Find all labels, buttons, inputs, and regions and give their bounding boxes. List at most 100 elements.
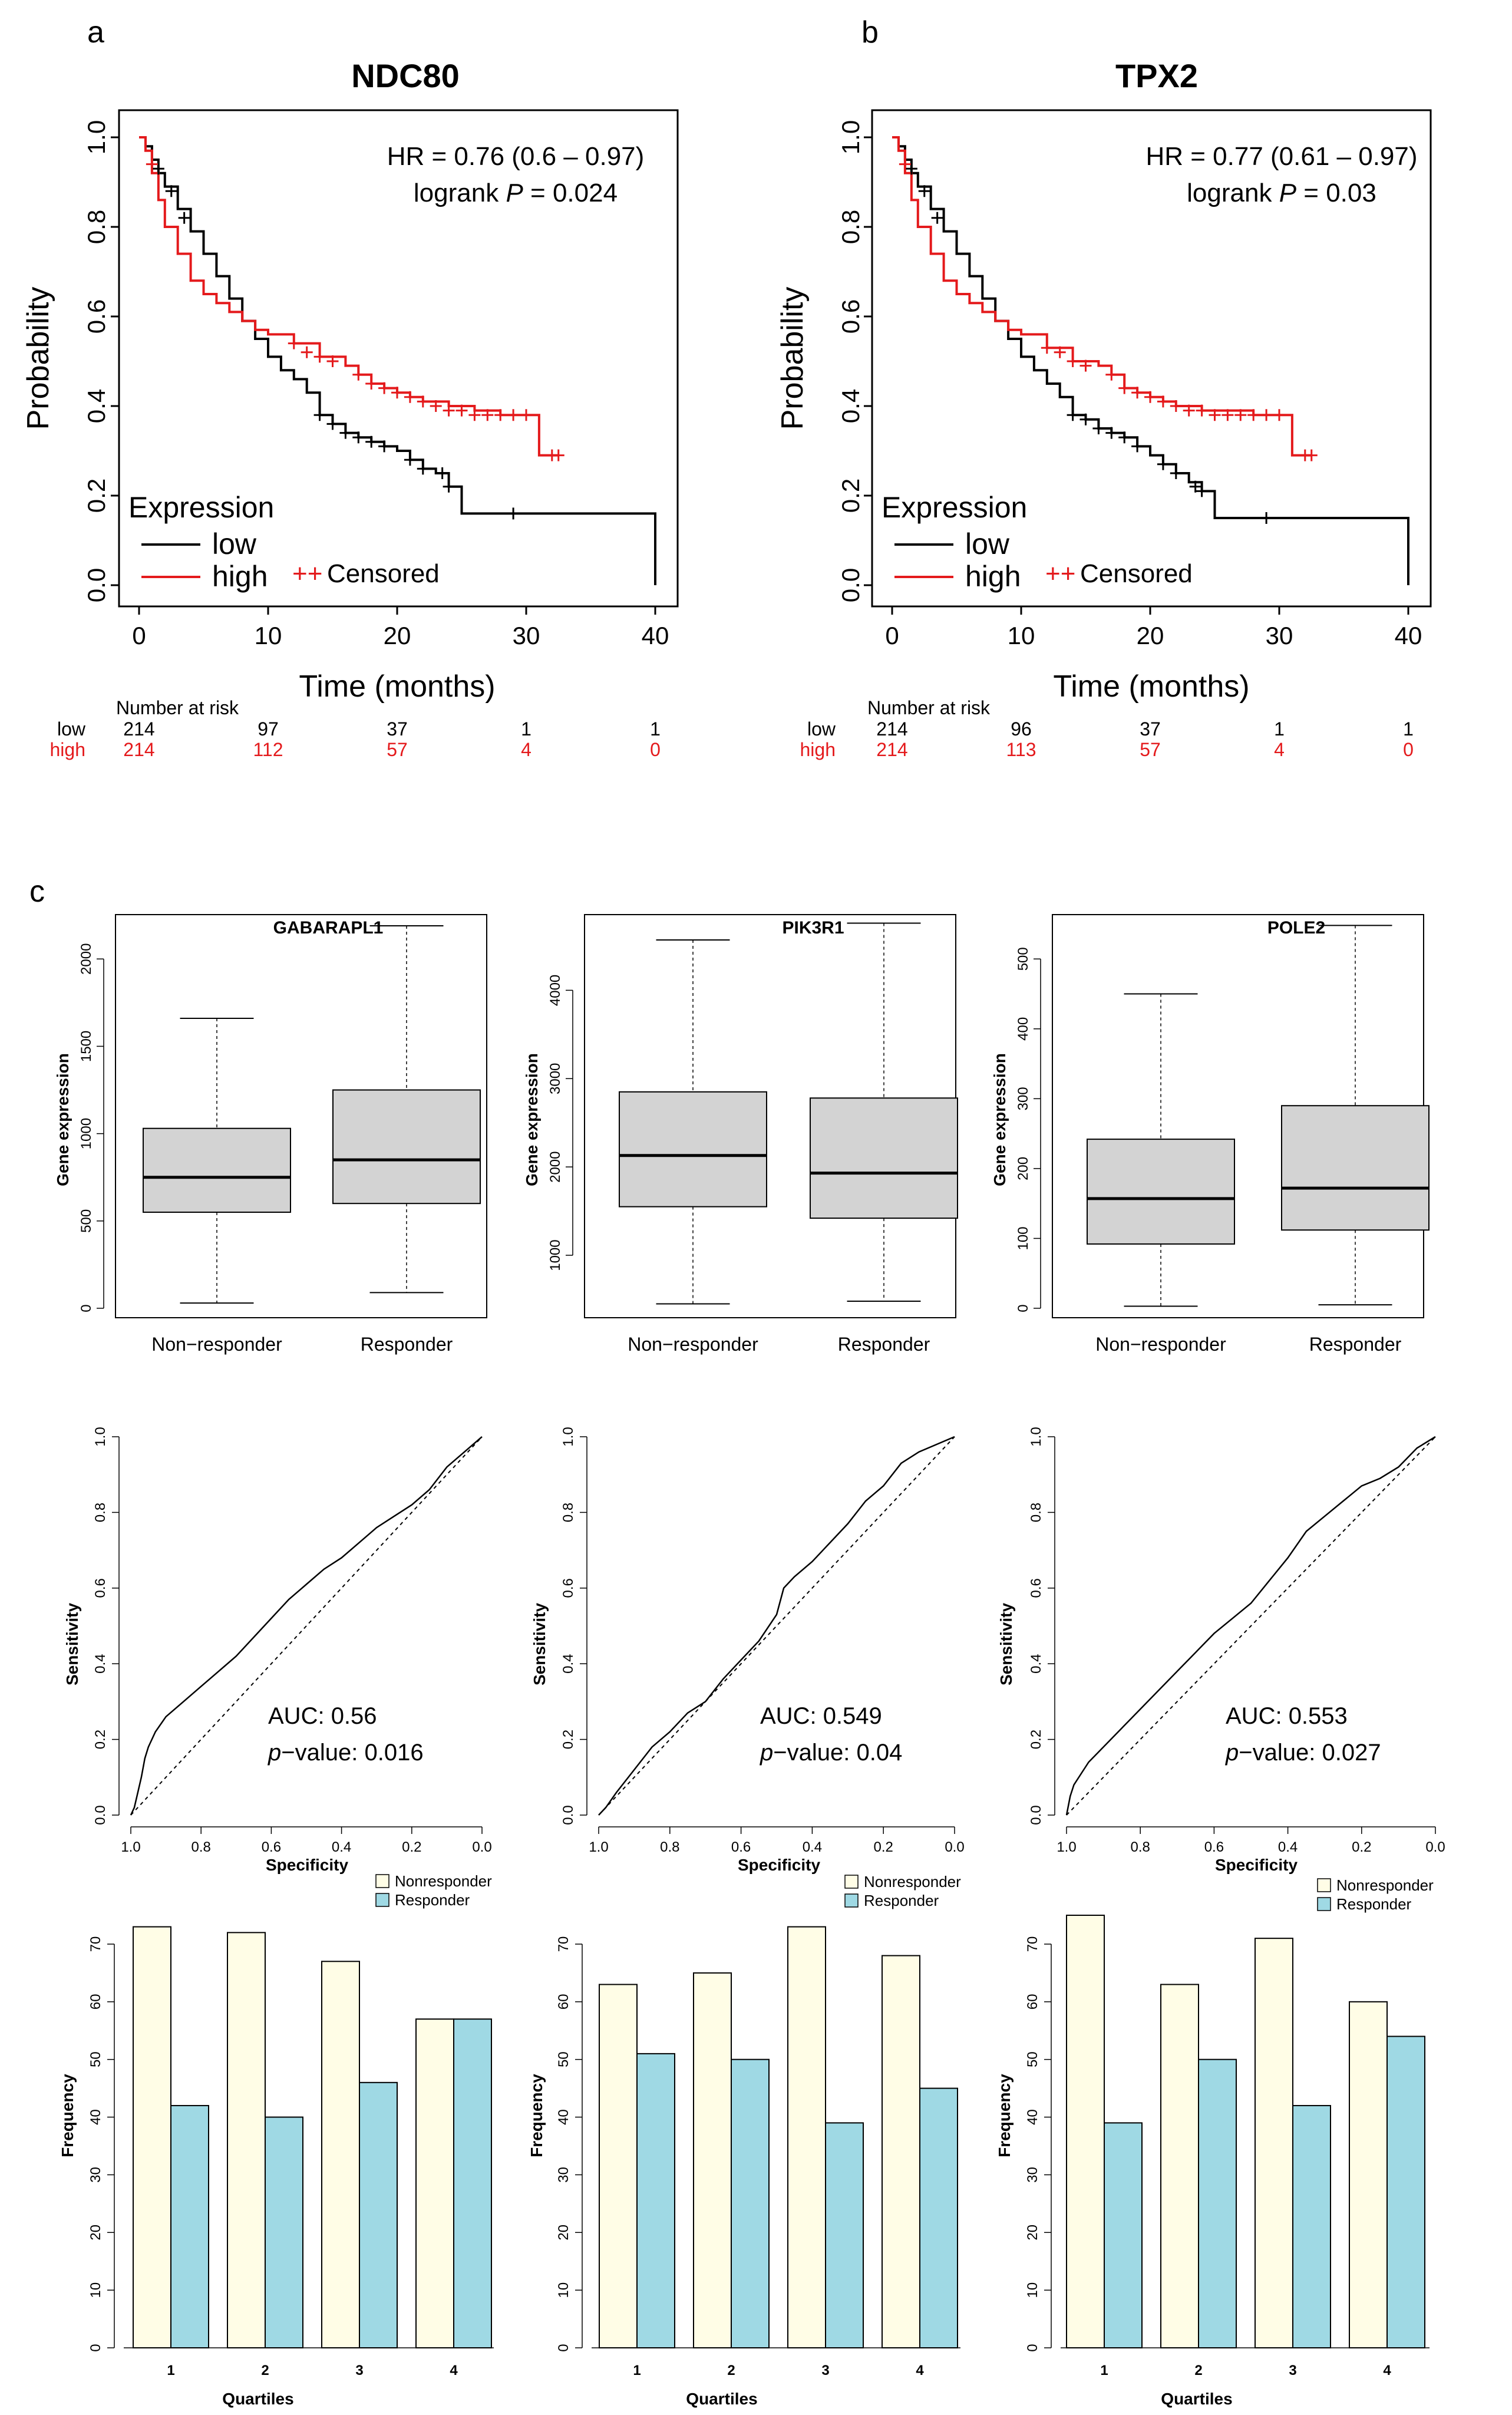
bar-y-tick-label: 10 <box>88 2282 104 2298</box>
roc-diagonal <box>598 1436 955 1816</box>
bar-responder <box>453 2018 492 2348</box>
bar-nonresponder <box>133 1926 171 2348</box>
km-hr-text: HR = 0.76 (0.6 – 0.97) <box>387 142 645 171</box>
boxplot-category-nonresponder: Non−responder <box>151 1334 282 1355</box>
km-risk-header: Number at risk <box>116 697 239 718</box>
km-censor-mark-high <box>1234 409 1247 421</box>
km-risk-low-value: 1 <box>650 718 661 740</box>
bar-category-label: 1 <box>633 2363 641 2378</box>
km-risk-low-label: low <box>57 718 86 740</box>
roc-p-text: p−value: 0.027 <box>1225 1740 1381 1766</box>
roc-line <box>130 1436 483 1816</box>
boxplot-y-label: Gene expression <box>991 1053 1009 1186</box>
roc-y-label: Sensitivity <box>63 1603 81 1685</box>
boxplot-boxes <box>619 922 958 1305</box>
bar-responder <box>170 2104 209 2348</box>
roc-y-tick-label: 0.8 <box>93 1503 108 1522</box>
bar-category-label: 1 <box>167 2363 174 2378</box>
km-y-tick-label: 0.0 <box>82 568 110 602</box>
km-legend-title: Expression <box>882 491 1027 524</box>
bar-x-label: Quartiles <box>686 2390 757 2408</box>
km-censor-mark-low <box>1170 467 1182 479</box>
km-censor-mark-low <box>165 185 177 197</box>
panel-letter-b: b <box>861 15 879 50</box>
bar-y-tick-label: 60 <box>88 1994 104 2010</box>
km-censor-mark-high <box>1170 400 1182 412</box>
km-risk-header: Number at risk <box>867 697 991 718</box>
km-censor-mark-high <box>404 391 416 403</box>
roc-x-tick-label: 0.8 <box>192 1839 211 1855</box>
boxplot-box <box>810 1097 958 1219</box>
km-y-tick-label: 1.0 <box>82 120 110 154</box>
km-censor-mark-low <box>1067 409 1079 421</box>
roc-auc-text: AUC: 0.553 <box>1226 1703 1348 1729</box>
bar-category-label: 1 <box>1100 2363 1108 2378</box>
km-logrank-p: P <box>1279 179 1297 207</box>
km-title: TPX2 <box>1115 57 1198 94</box>
km-censor-mark-low <box>404 454 416 466</box>
boxplot-category-responder: Responder <box>361 1334 453 1355</box>
km-censor-mark-high <box>455 404 468 417</box>
km-censor-mark-high <box>443 404 455 417</box>
roc-y-tick-label: 0.4 <box>560 1654 576 1674</box>
km-censor-mark-low <box>1092 423 1105 434</box>
km-logrank-prefix: logrank <box>1187 179 1279 207</box>
km-censor-mark-low <box>417 463 429 475</box>
km-risk-low-value: 1 <box>1274 718 1285 740</box>
km-risk-high-value: 4 <box>521 739 531 760</box>
km-risk-low-value: 96 <box>1011 718 1032 740</box>
km-censor-mark-high <box>552 449 564 461</box>
bar-y-tick-label: 70 <box>556 1936 572 1952</box>
bar-category-label: 3 <box>355 2363 363 2378</box>
km-censor-mark-high <box>481 409 494 421</box>
barchart-gabarapl1: Frequency Quartiles 0 10 20 30 40 50 60 70 1 2 3 4… <box>58 1872 494 2408</box>
boxplot-title: POLE2 <box>1267 918 1325 938</box>
km-censor-mark-high <box>1144 391 1156 403</box>
roc-auc-text: AUC: 0.56 <box>268 1703 377 1729</box>
km-censor-mark-low <box>352 431 365 444</box>
km-legend-high: high <box>965 560 1021 593</box>
roc-auc-value: 0.549 <box>823 1703 882 1729</box>
bar-marks: 1 2 3 4 <box>599 1926 958 2378</box>
bar-category-label: 2 <box>727 2363 735 2378</box>
bar-category-label: 3 <box>821 2363 829 2378</box>
bar-y-tick-label: 30 <box>88 2167 104 2183</box>
roc-y-tick-label: 0.6 <box>560 1578 576 1598</box>
km-x-tick-label: 40 <box>1395 622 1422 649</box>
km-y-tick-label: 0.6 <box>837 299 864 334</box>
bar-responder <box>1198 2058 1237 2349</box>
roc-x-tick-label: 0.0 <box>1425 1839 1445 1855</box>
roc-pole2: Sensitivity Specificity 0.0 0.2 0.4 0.6 0.8 1… <box>997 1427 1445 1874</box>
bar-responder <box>919 2087 958 2349</box>
roc-p-rest: −value: <box>281 1740 364 1766</box>
boxplot-y-tick-label: 400 <box>1015 1017 1031 1041</box>
km-risk-high-value: 112 <box>253 739 283 760</box>
km-censor-mark-low <box>365 436 378 448</box>
bar-y-tick-label: 40 <box>1025 2109 1041 2125</box>
roc-x-tick-label: 0.4 <box>803 1839 822 1855</box>
roc-y-tick-label: 1.0 <box>1028 1427 1044 1446</box>
bar-nonresponder <box>227 1932 266 2349</box>
km-censor-mark-high <box>365 378 378 390</box>
roc-curve <box>130 1436 483 1816</box>
roc-y-tick-label: 0.8 <box>1028 1503 1044 1522</box>
roc-x-tick-label: 0.2 <box>402 1839 421 1855</box>
km-censor-mark-low <box>1079 413 1092 425</box>
roc-p-rest: −value: <box>1239 1740 1322 1766</box>
km-censor-mark-high <box>352 368 365 381</box>
km-censor-mark-high <box>1105 368 1118 381</box>
boxplot-pole2: POLE2 Gene expression 0 100 200 300 400 500 N… <box>991 914 1430 1355</box>
bar-y-tick-label: 50 <box>556 2051 572 2067</box>
roc-y-tick-label: 0.4 <box>1028 1654 1044 1674</box>
roc-curve <box>598 1436 955 1816</box>
bar-legend-responder: Responder <box>864 1892 939 1909</box>
km-censor-mark-low <box>436 467 448 479</box>
km-censor-mark-high <box>326 355 339 367</box>
bar-legend-nonresponder: Nonresponder <box>1336 1876 1434 1894</box>
bar-y-tick-label: 0 <box>556 2344 572 2351</box>
roc-y-label: Sensitivity <box>530 1603 549 1685</box>
boxplot-box <box>1281 1105 1430 1231</box>
km-legend-censored-marks: ++ <box>1045 559 1075 588</box>
